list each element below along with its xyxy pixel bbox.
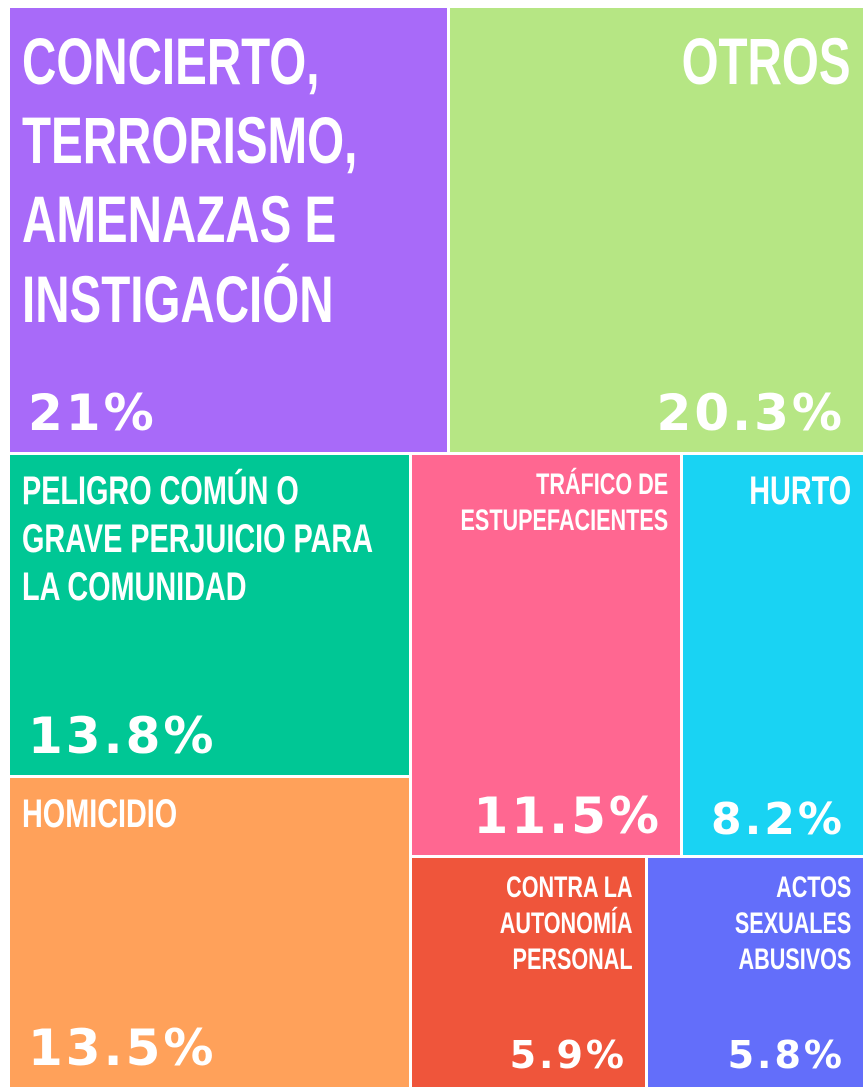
tile: ACTOS SEXUALES ABUSIVOS 5.8% — [648, 858, 863, 1087]
value-label: 8.2% — [710, 794, 845, 845]
value-label: 21% — [28, 384, 157, 442]
value-label: 13.8% — [28, 707, 217, 765]
tile: HOMICIDIO 13.5% — [10, 778, 409, 1087]
tile-label: HOMICIDIO — [22, 792, 178, 836]
value-label: 11.5% — [473, 787, 662, 845]
tile: OTROS 20.3% — [450, 8, 863, 452]
tile: PELIGRO COMÚN O GRAVE PERJUICIO PARA LA … — [10, 455, 409, 775]
tile: TRÁFICO DE ESTUPEFACIENTES 11.5% — [412, 455, 680, 855]
value-label: 20.3% — [656, 384, 845, 442]
tile: HURTO 8.2% — [683, 455, 863, 855]
value-label: 5.8% — [727, 1033, 845, 1077]
tile-label: HURTO — [749, 469, 851, 513]
tile-label: CONCIERTO, TERRORISMO, AMENAZAS E INSTIG… — [22, 24, 358, 336]
value-label: 13.5% — [28, 1019, 217, 1077]
tile-label: ACTOS SEXUALES ABUSIVOS — [734, 871, 851, 976]
tile: CONCIERTO, TERRORISMO, AMENAZAS E INSTIG… — [10, 8, 447, 452]
tile-label: CONTRA LA AUTONOMÍA PERSONAL — [500, 871, 633, 976]
tile: CONTRA LA AUTONOMÍA PERSONAL 5.9% — [412, 858, 645, 1087]
tile-label: TRÁFICO DE ESTUPEFACIENTES — [460, 468, 668, 537]
tile-label: PELIGRO COMÚN O GRAVE PERJUICIO PARA LA … — [22, 469, 372, 609]
value-label: 5.9% — [509, 1033, 627, 1077]
tile-label: OTROS — [682, 24, 851, 98]
